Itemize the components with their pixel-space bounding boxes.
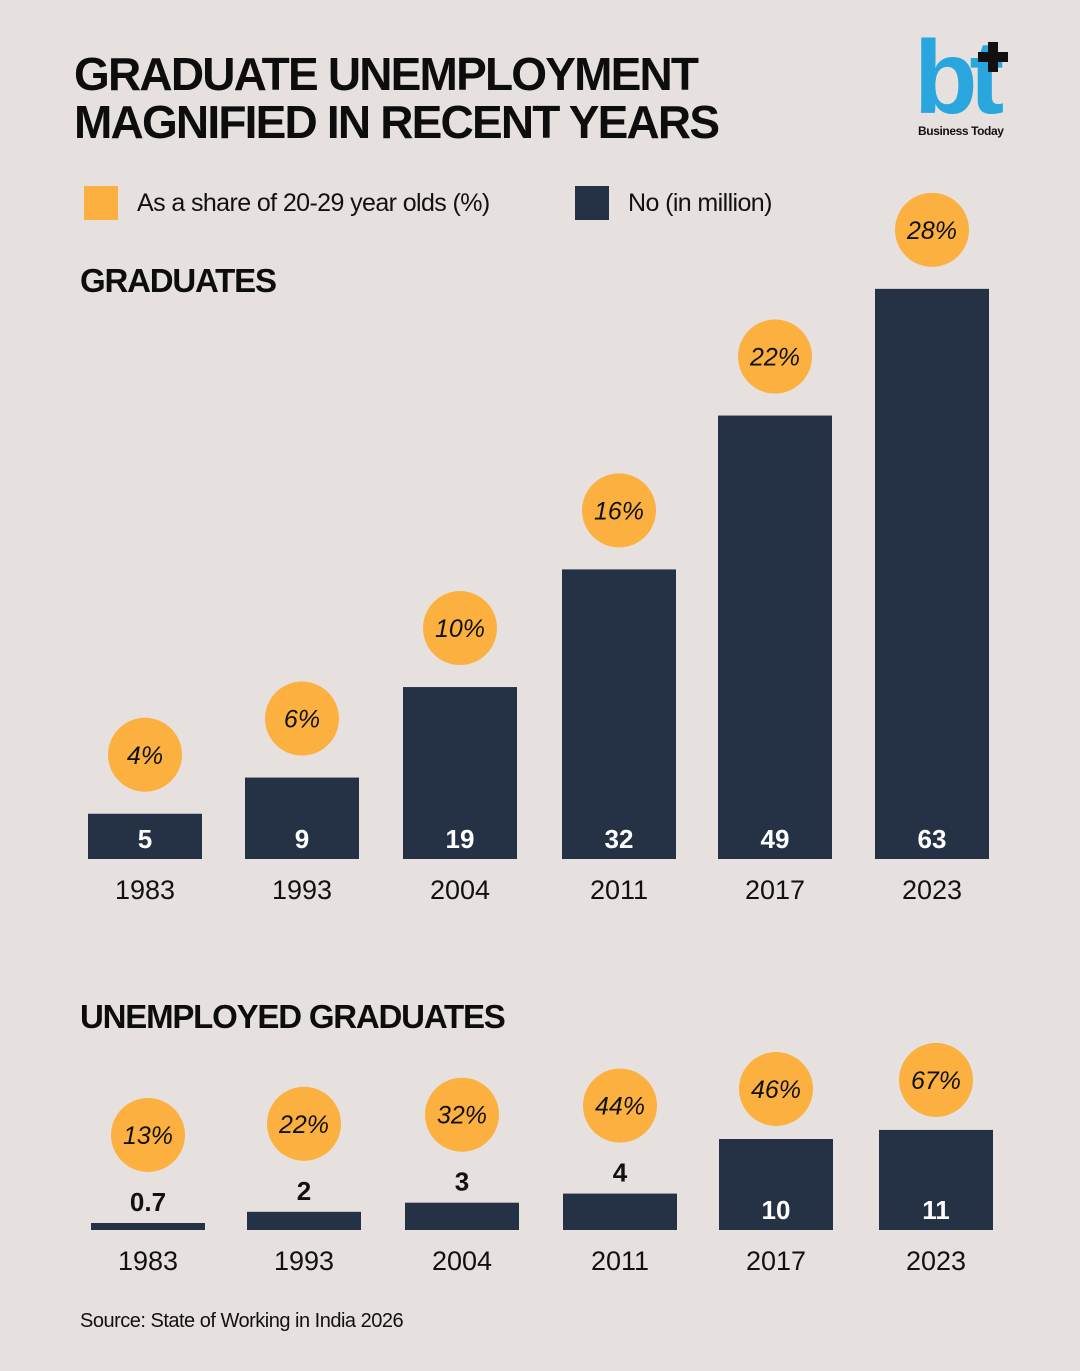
share-label-2011: 16% (594, 497, 644, 525)
category-label-2011: 2011 (591, 1246, 649, 1276)
bar-2011 (563, 1193, 677, 1230)
legend-swatch-number (575, 186, 609, 220)
category-label-2023: 2023 (906, 1246, 966, 1276)
share-label-1993: 6% (284, 706, 320, 734)
source-note: Source: State of Working in India 2026 (80, 1310, 404, 1332)
share-label-2017: 46% (751, 1076, 801, 1104)
category-label-2011: 2011 (590, 875, 648, 905)
bar-2017 (718, 415, 832, 859)
share-label-2023: 28% (906, 217, 957, 245)
category-label-2004: 2004 (432, 1246, 492, 1276)
share-label-2011: 44% (595, 1093, 645, 1121)
business-today-logo: bt Business Today (912, 26, 1012, 142)
share-bubble-1993 (265, 681, 339, 756)
title-line-1: GRADUATE UNEMPLOYMENT (74, 48, 699, 100)
graduates-chart: 5 4% 1983 9 6% 1993 19 10% 2004 32 16% 2011 49 22% 201… (88, 192, 989, 905)
bar-2017 (719, 1139, 833, 1230)
unemployed-graduates-chart: 0.7 13% 1983 2 22% 1993 3 32% 2004 4 44% 2011 10 46% 2… (91, 1042, 993, 1276)
value-label-2017: 10 (762, 1195, 791, 1225)
value-label-1983: 0.7 (130, 1187, 166, 1217)
share-bubble-2023 (895, 192, 969, 267)
share-bubble-1983 (111, 1098, 185, 1172)
graduates-panel-title: GRADUATES (80, 262, 277, 299)
category-label-2017: 2017 (745, 875, 805, 905)
category-label-2023: 2023 (902, 875, 962, 905)
share-label-2023: 67% (911, 1067, 961, 1095)
bar-1983 (88, 813, 202, 859)
legend: As a share of 20-29 year olds (%) No (in… (0, 184, 1080, 220)
share-bubble-2011 (583, 1068, 657, 1143)
value-label-2011: 32 (605, 824, 634, 854)
value-label-2004: 3 (455, 1167, 469, 1197)
logo-text: Business Today (918, 124, 1004, 138)
bar-1993 (247, 1211, 361, 1230)
category-label-1993: 1993 (272, 875, 332, 905)
value-label-2023: 63 (918, 824, 947, 854)
category-label-2004: 2004 (430, 875, 490, 905)
legend-label-number: No (in million) (628, 189, 772, 217)
share-label-1983: 4% (127, 742, 163, 770)
share-label-1993: 22% (278, 1111, 329, 1139)
share-bubble-2011 (582, 473, 656, 548)
share-bubble-2004 (423, 591, 497, 666)
bar-2023 (879, 1129, 993, 1230)
share-label-2004: 10% (435, 615, 485, 643)
logo-plus-icon (978, 42, 1008, 72)
value-label-2011: 4 (613, 1158, 628, 1188)
share-label-1983: 13% (123, 1122, 173, 1150)
value-label-1993: 9 (295, 824, 309, 854)
bar-1983 (91, 1223, 205, 1230)
category-label-2017: 2017 (746, 1246, 806, 1276)
legend-swatch-share (84, 186, 118, 220)
share-bubble-1993 (267, 1086, 341, 1161)
bar-1993 (245, 777, 359, 859)
share-bubble-2017 (739, 1052, 813, 1126)
title-line-2: MAGNIFIED IN RECENT YEARS (74, 96, 720, 148)
bar-2004 (403, 687, 517, 859)
value-label-2023: 11 (922, 1195, 950, 1225)
unemployed-graduates-panel-title: UNEMPLOYED GRADUATES (80, 998, 506, 1035)
share-bubble-2004 (425, 1077, 499, 1152)
value-label-2004: 19 (446, 824, 475, 854)
chart-title: GRADUATE UNEMPLOYMENT MAGNIFIED IN RECEN… (74, 48, 720, 148)
value-label-1983: 5 (138, 824, 152, 854)
share-label-2017: 22% (749, 344, 800, 372)
category-label-1983: 1983 (115, 875, 175, 905)
share-label-2004: 32% (437, 1102, 487, 1130)
value-label-2017: 49 (761, 824, 790, 854)
share-bubble-2023 (899, 1042, 973, 1117)
value-label-1993: 2 (297, 1176, 311, 1206)
category-label-1993: 1993 (274, 1246, 334, 1276)
category-label-1983: 1983 (118, 1246, 178, 1276)
legend-label-share: As a share of 20-29 year olds (%) (137, 189, 490, 217)
bar-2023 (875, 288, 989, 860)
bar-2011 (562, 569, 676, 859)
share-bubble-1983 (108, 717, 182, 792)
share-bubble-2017 (738, 319, 812, 394)
bar-2004 (405, 1202, 519, 1230)
